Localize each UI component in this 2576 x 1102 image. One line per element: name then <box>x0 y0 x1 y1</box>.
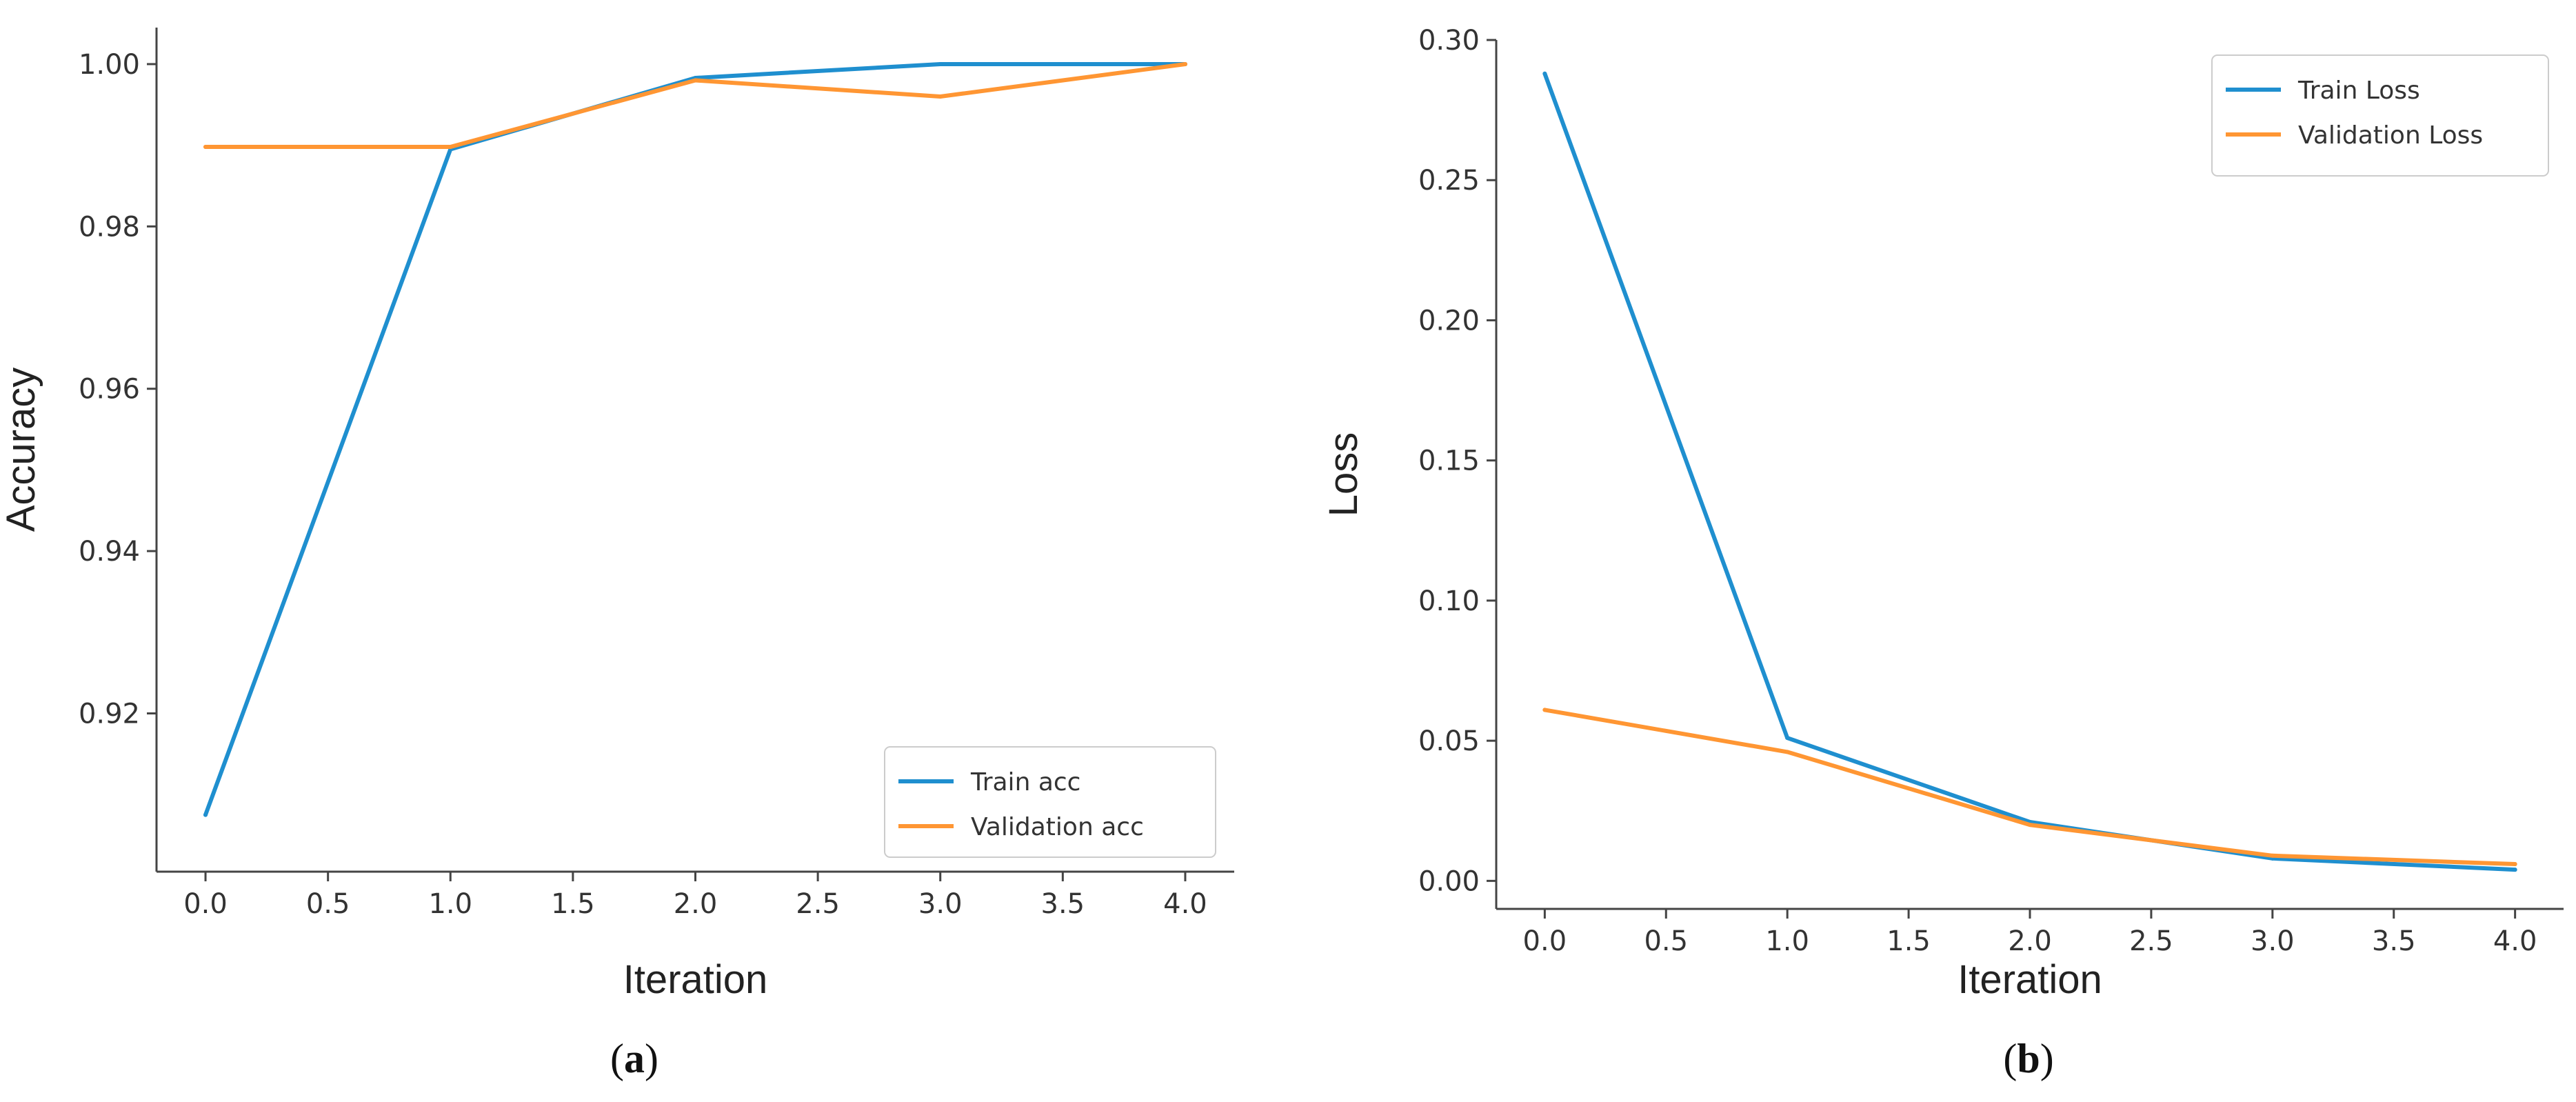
panel-accuracy: 0.0 0.5 1.0 1.5 2.0 2.5 3.0 3.5 4.0 0.92 0.94 0.96 0… <box>0 28 1234 1081</box>
data-point <box>1542 71 1547 76</box>
data-point <box>938 94 943 99</box>
legend-box <box>2211 54 2549 177</box>
legend-label: Train acc <box>970 768 1080 797</box>
x-axis-label: Iteration <box>1958 957 2102 1002</box>
y-tick-label: 0.30 <box>1418 25 1480 57</box>
y-tick-label: 0.00 <box>1418 865 1480 897</box>
y-tick-label: 0.98 <box>79 211 140 243</box>
y-tick-label: 0.20 <box>1418 305 1480 337</box>
panel-caption: (a) <box>610 1036 658 1081</box>
legend-label: Train Loss <box>2297 77 2420 105</box>
x-tick-label: 4.0 <box>2493 925 2537 957</box>
panel-caption: (b) <box>2003 1036 2053 1081</box>
y-tick-label: 0.94 <box>79 536 140 568</box>
x-axis-label: Iteration <box>623 957 768 1002</box>
x-tick-label: 3.0 <box>918 888 963 920</box>
y-tick-label: 1.00 <box>79 49 140 81</box>
x-tick-label: 3.5 <box>2372 925 2416 957</box>
data-point <box>938 61 943 66</box>
y-tick-label: 0.92 <box>79 699 140 730</box>
x-tick-label: 0.5 <box>1644 925 1688 957</box>
data-point <box>1183 61 1187 66</box>
legend-box <box>884 746 1216 858</box>
data-point <box>1785 750 1790 754</box>
x-tick-label: 1.0 <box>1765 925 1809 957</box>
x-tick-label: 0.5 <box>306 888 350 920</box>
legend-label: Validation acc <box>971 813 1144 841</box>
caption-letter: a <box>624 1036 645 1081</box>
y-tick-label: 0.05 <box>1418 725 1480 757</box>
data-point <box>2513 868 2517 872</box>
series-line-1 <box>203 62 1187 817</box>
x-tick-label: 2.0 <box>2008 925 2052 957</box>
x-tick-label: 3.0 <box>2251 925 2295 957</box>
caption-letter: b <box>2017 1036 2040 1081</box>
x-tick-label: 0.0 <box>183 888 228 920</box>
x-tick-label: 2.0 <box>674 888 718 920</box>
x-tick-label: 0.0 <box>1523 925 1567 957</box>
x-tick-label: 2.5 <box>2129 925 2173 957</box>
data-point <box>2270 853 2275 858</box>
x-tick-label: 3.5 <box>1041 888 1085 920</box>
y-tick-label: 0.25 <box>1418 165 1480 197</box>
data-point <box>2513 861 2517 866</box>
data-point <box>2028 823 2032 828</box>
data-point <box>693 78 698 83</box>
y-tick-label: 0.15 <box>1418 445 1480 477</box>
x-tick-label: 4.0 <box>1163 888 1207 920</box>
x-tick-label: 1.5 <box>551 888 595 920</box>
series-line-1 <box>1542 71 2517 872</box>
panel-loss: 0.0 0.5 1.0 1.5 2.0 2.5 3.0 3.5 4.0 0.00 0.05 0.10 0… <box>1321 25 2564 1081</box>
y-tick-label: 0.96 <box>79 374 140 405</box>
y-tick-label: 0.10 <box>1418 585 1480 617</box>
data-point <box>1542 708 1547 712</box>
data-point <box>203 812 208 817</box>
x-tick-label: 1.5 <box>1886 925 1931 957</box>
x-tick-label: 2.5 <box>796 888 840 920</box>
y-axis-label: Accuracy <box>0 368 43 532</box>
data-point <box>1785 736 1790 741</box>
legend-label: Validation Loss <box>2298 121 2483 150</box>
series-line-2 <box>1542 708 2517 866</box>
data-point <box>203 145 208 150</box>
data-point <box>448 145 453 150</box>
y-axis-label: Loss <box>1321 432 1366 517</box>
x-tick-label: 1.0 <box>428 888 472 920</box>
